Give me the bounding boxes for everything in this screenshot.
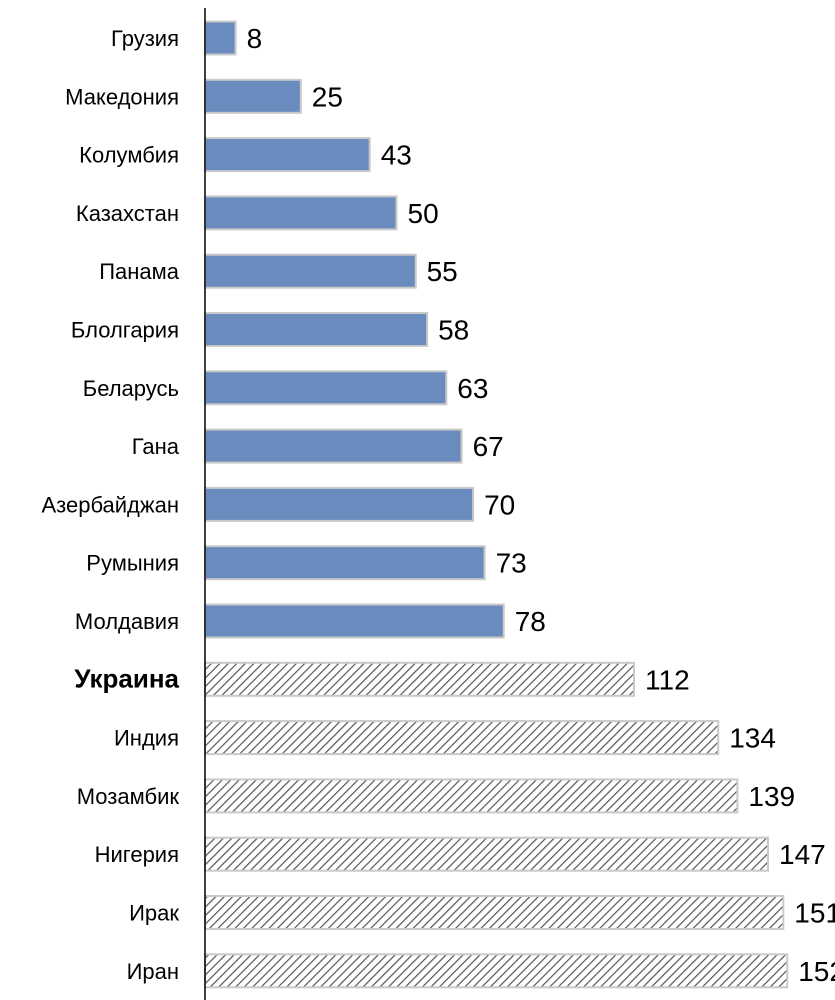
bar-2 (204, 78, 302, 114)
bars-group (204, 20, 789, 989)
category-label-14: Мозамбик (77, 784, 180, 809)
bar-15 (204, 836, 769, 872)
bar-4 (204, 195, 398, 231)
bar-12 (204, 661, 635, 697)
category-label-2: Македония (65, 84, 179, 109)
bar-14 (204, 778, 739, 814)
value-label-12: 112 (645, 664, 690, 695)
value-label-11: 78 (515, 606, 546, 637)
bar-13 (204, 720, 720, 756)
value-label-13: 134 (729, 723, 776, 754)
value-label-16: 151 (794, 898, 835, 929)
category-label-12: Украина (74, 663, 179, 693)
category-label-1: Грузия (111, 26, 179, 51)
value-label-1: 8 (247, 23, 263, 54)
value-label-14: 139 (748, 781, 795, 812)
value-label-15: 147 (779, 839, 826, 870)
category-label-17: Иран (127, 959, 179, 984)
category-label-7: Беларусь (83, 376, 179, 401)
value-label-5: 55 (427, 256, 458, 287)
bar-7 (204, 370, 448, 406)
bar-10 (204, 545, 486, 581)
category-label-15: Нигерия (95, 842, 179, 867)
bar-1 (204, 20, 237, 56)
category-label-5: Панама (99, 259, 180, 284)
category-label-10: Румыния (86, 551, 179, 576)
category-label-11: Молдавия (75, 609, 179, 634)
category-label-6: Блолгария (71, 318, 179, 343)
value-label-9: 70 (484, 489, 515, 520)
category-label-3: Колумбия (79, 143, 179, 168)
bar-8 (204, 428, 463, 464)
value-label-7: 63 (457, 373, 488, 404)
value-label-2: 25 (312, 81, 343, 112)
bar-6 (204, 312, 429, 347)
bar-11 (204, 603, 505, 639)
bar-16 (204, 895, 785, 930)
labels-group: Грузия 8 Македония 25 Колумбия 43 Казахстан 50 П… (41, 23, 835, 987)
category-label-4: Казахстан (76, 201, 179, 226)
value-label-4: 50 (408, 198, 439, 229)
bar-5 (204, 253, 417, 289)
value-label-8: 67 (473, 431, 504, 462)
value-label-6: 58 (438, 315, 469, 346)
category-label-16: Ирак (129, 901, 179, 926)
category-label-8: Гана (132, 434, 180, 459)
value-label-10: 73 (496, 548, 527, 579)
bar-17 (204, 953, 789, 989)
category-label-9: Азербайджан (41, 492, 179, 517)
value-label-17: 152 (798, 956, 835, 987)
category-label-13: Индия (114, 726, 179, 751)
value-label-3: 43 (381, 140, 412, 171)
bar-3 (204, 137, 371, 173)
bar-9 (204, 486, 475, 522)
